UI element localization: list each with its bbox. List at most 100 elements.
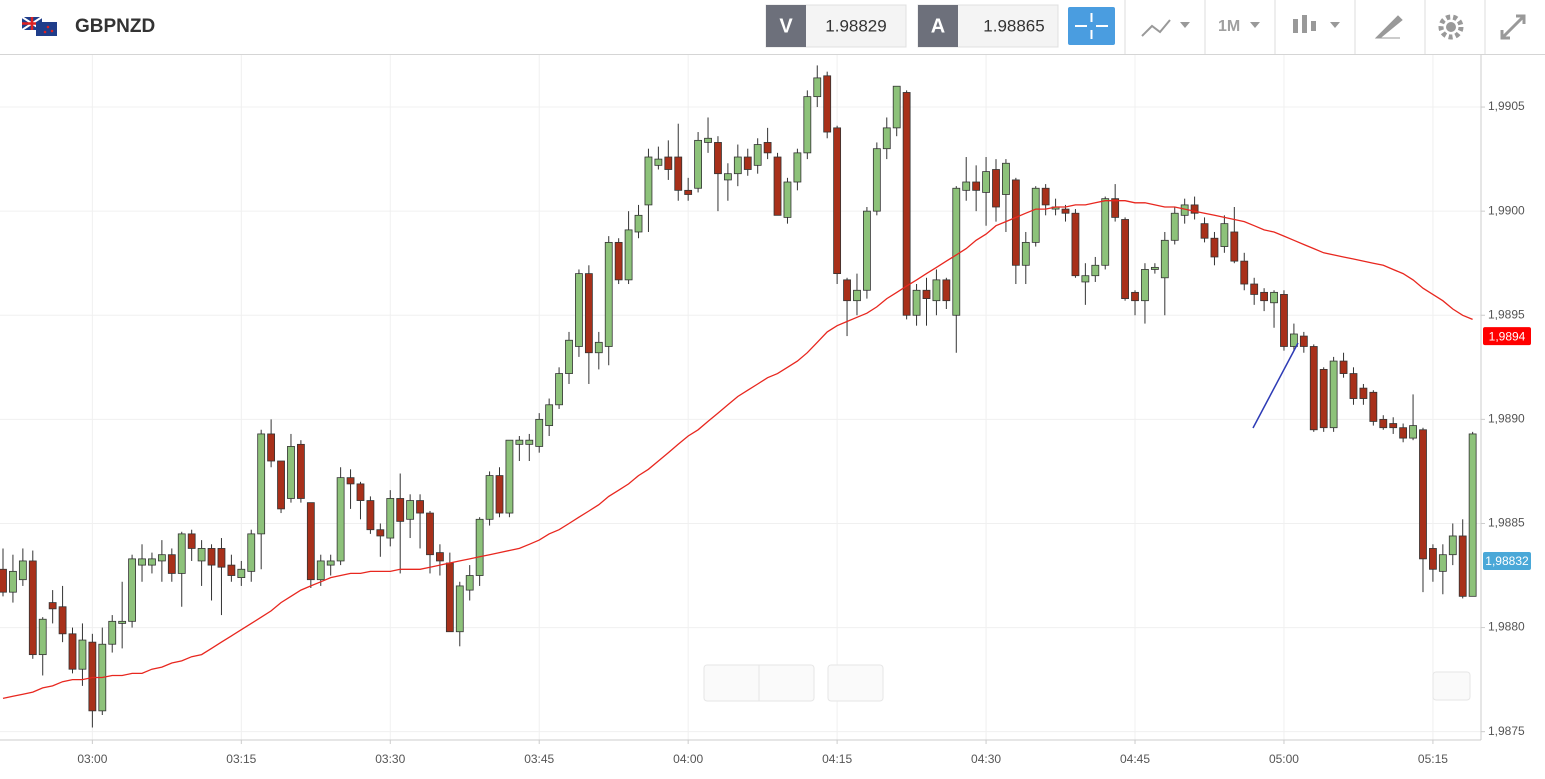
candle bbox=[187, 529, 196, 561]
x-tick-label: 03:00 bbox=[77, 752, 107, 766]
candle bbox=[406, 494, 415, 539]
indicator-icon[interactable] bbox=[1141, 19, 1171, 37]
candle bbox=[1399, 423, 1408, 443]
candle-body bbox=[962, 181, 971, 191]
candle-body bbox=[1409, 425, 1417, 439]
candle-body bbox=[604, 241, 613, 347]
candle-body bbox=[1399, 427, 1408, 439]
candle bbox=[634, 204, 643, 239]
candle-body bbox=[187, 533, 196, 549]
candle bbox=[1200, 217, 1209, 243]
candle bbox=[1061, 204, 1070, 222]
candle bbox=[465, 565, 474, 601]
candle bbox=[1071, 209, 1080, 278]
candle-body bbox=[1379, 418, 1388, 429]
candle-body bbox=[535, 418, 544, 447]
candle-body bbox=[902, 92, 911, 316]
candle bbox=[823, 71, 832, 139]
candle-body bbox=[376, 529, 385, 537]
candle-body bbox=[614, 241, 623, 281]
price-marker-label: 1,9894 bbox=[1489, 329, 1526, 343]
candle bbox=[604, 236, 613, 366]
candle-body bbox=[793, 152, 802, 183]
candle-body bbox=[88, 641, 97, 712]
candle bbox=[982, 157, 990, 226]
candle-body bbox=[515, 439, 524, 445]
fullscreen-icon[interactable] bbox=[1500, 14, 1526, 40]
candle bbox=[525, 433, 534, 462]
candle bbox=[386, 490, 395, 547]
candle-body bbox=[197, 548, 206, 562]
candle bbox=[654, 146, 663, 170]
candle bbox=[972, 165, 981, 212]
candle bbox=[624, 211, 633, 285]
x-tick-label: 03:45 bbox=[524, 752, 554, 766]
candle bbox=[565, 331, 573, 384]
candle bbox=[237, 560, 246, 586]
candle-body bbox=[247, 533, 256, 572]
timeframe[interactable]: 1M bbox=[1218, 18, 1240, 35]
candle bbox=[18, 548, 27, 586]
candle bbox=[416, 494, 424, 549]
candle bbox=[1319, 367, 1328, 432]
candle bbox=[1270, 290, 1278, 328]
candle-body bbox=[1389, 423, 1398, 429]
dropdown-arrow bbox=[1330, 22, 1340, 28]
candle-body bbox=[207, 548, 216, 566]
candle-body bbox=[1081, 275, 1090, 283]
settings-icon-center bbox=[1446, 22, 1456, 32]
candle-body bbox=[1369, 391, 1378, 422]
candle bbox=[1468, 431, 1477, 597]
price-marker bbox=[1483, 551, 1531, 570]
x-tick-label: 03:30 bbox=[375, 752, 405, 766]
candle-body bbox=[723, 173, 732, 181]
flag-star bbox=[46, 25, 50, 29]
candle-body bbox=[485, 475, 494, 520]
settings-icon[interactable] bbox=[1438, 14, 1464, 40]
candle bbox=[227, 554, 236, 582]
candle-body bbox=[1061, 208, 1070, 214]
reset-button[interactable] bbox=[827, 664, 884, 702]
candle-body bbox=[892, 85, 901, 129]
candle-body bbox=[1280, 294, 1288, 347]
candle-body bbox=[823, 75, 832, 133]
x-tick-label: 03:15 bbox=[226, 752, 256, 766]
candle bbox=[1150, 263, 1159, 274]
draw-icon[interactable] bbox=[1374, 15, 1403, 39]
crosshair-button[interactable] bbox=[1068, 7, 1115, 45]
candle bbox=[1339, 352, 1348, 378]
candle-body bbox=[118, 620, 127, 624]
candle bbox=[247, 529, 256, 582]
candle bbox=[1031, 186, 1040, 247]
ask-label-box bbox=[918, 5, 958, 47]
candle bbox=[1210, 231, 1219, 266]
candle bbox=[1111, 184, 1120, 222]
candle bbox=[843, 277, 851, 337]
candle-body bbox=[922, 289, 931, 300]
candle-body bbox=[743, 156, 752, 170]
candle-body bbox=[813, 77, 822, 98]
candle bbox=[1160, 231, 1169, 316]
candle bbox=[1448, 523, 1457, 566]
candle bbox=[177, 531, 186, 607]
candle-body bbox=[1309, 346, 1318, 431]
candle bbox=[376, 523, 385, 557]
candle-body bbox=[1260, 291, 1269, 302]
candle-body bbox=[1230, 231, 1239, 262]
candle bbox=[704, 117, 712, 153]
candle-body bbox=[1160, 239, 1169, 279]
candle-body bbox=[1011, 179, 1020, 266]
candle-body bbox=[316, 560, 325, 581]
candle-body bbox=[1131, 291, 1139, 302]
candle-body bbox=[267, 433, 276, 462]
scroll-button[interactable] bbox=[1432, 671, 1471, 701]
candle-body bbox=[1329, 360, 1338, 429]
chart-type-icon[interactable] bbox=[1293, 15, 1316, 33]
candle-body bbox=[287, 446, 295, 499]
candle bbox=[1141, 263, 1149, 324]
candle-body bbox=[495, 475, 504, 514]
candle bbox=[555, 367, 563, 409]
candle bbox=[1021, 231, 1030, 285]
candle-body bbox=[1141, 269, 1149, 302]
